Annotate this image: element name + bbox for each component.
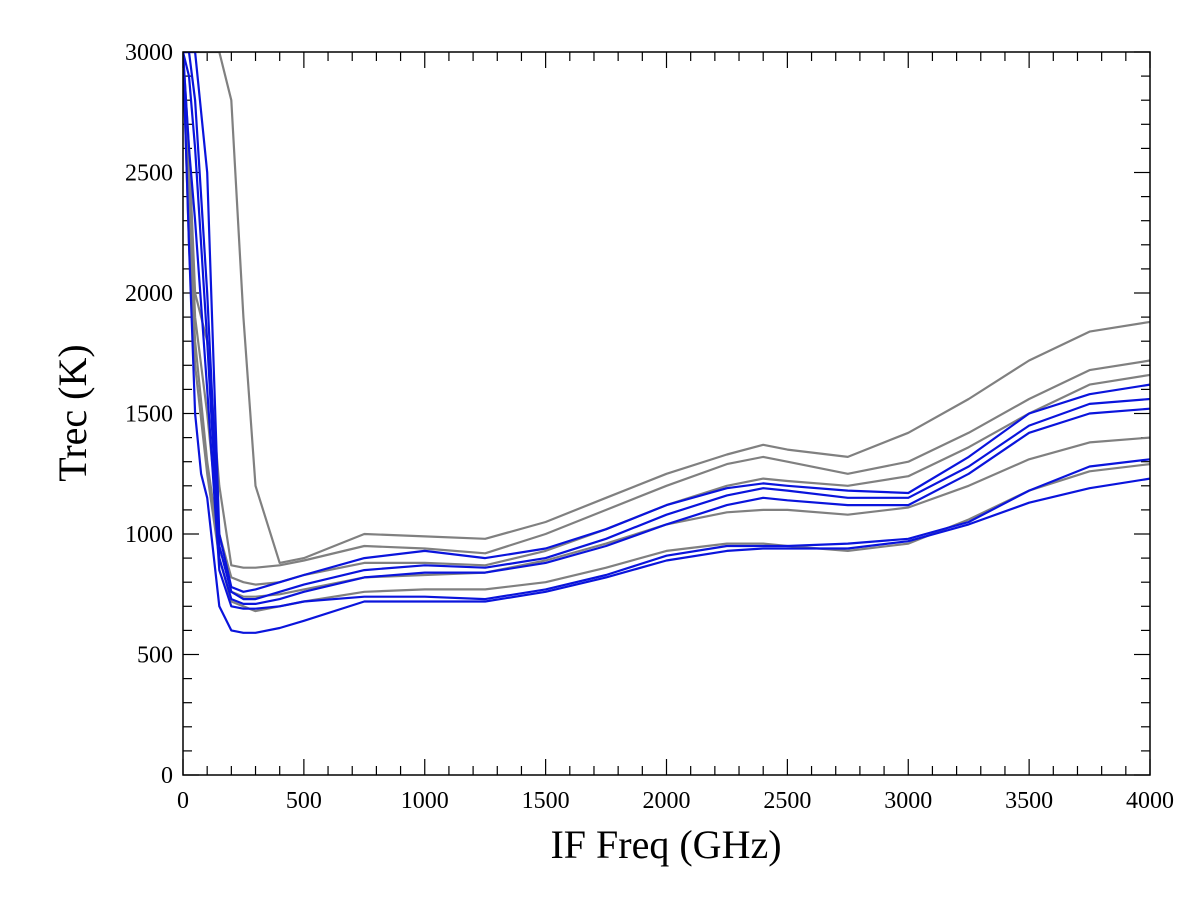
y-axis-title: Trec (K)	[50, 344, 95, 481]
y-tick-label: 3000	[125, 40, 173, 66]
x-tick-label: 2000	[643, 788, 691, 814]
series-layer	[183, 52, 1150, 634]
x-tick-label: 1500	[522, 788, 570, 814]
series-line-blue-2	[183, 52, 1150, 601]
y-tick-label: 0	[161, 763, 173, 789]
series-line-blue-4	[183, 52, 1150, 610]
series-line-gray-5	[183, 52, 1150, 613]
x-tick-label: 3500	[1005, 788, 1053, 814]
y-tick-label: 1500	[125, 402, 173, 428]
x-tick-label: 4000	[1126, 788, 1174, 814]
series-line-blue-5	[183, 52, 1150, 634]
x-tick-labels: 0 500 1000 1500 2000 2500 3000 3500 4000	[177, 788, 1174, 814]
series-line-gray-2	[183, 52, 1150, 569]
y-tick-label: 1000	[125, 522, 173, 548]
x-tick-label: 2500	[763, 788, 811, 814]
y-tick-label: 500	[137, 643, 173, 669]
series-line-blue-3	[183, 52, 1150, 606]
x-tick-label: 0	[177, 788, 189, 814]
y-tick-label: 2500	[125, 161, 173, 187]
x-axis-title: IF Freq (GHz)	[550, 822, 781, 867]
y-tick-labels: 0 500 1000 1500 2000 2500 3000	[125, 40, 173, 789]
plot-frame	[182, 51, 1151, 776]
x-tick-label: 1000	[401, 788, 449, 814]
y-tick-label: 2000	[125, 281, 173, 307]
x-tick-label: 3000	[884, 788, 932, 814]
series-line-gray-1	[183, 52, 1150, 565]
x-tick-label: 500	[286, 788, 322, 814]
